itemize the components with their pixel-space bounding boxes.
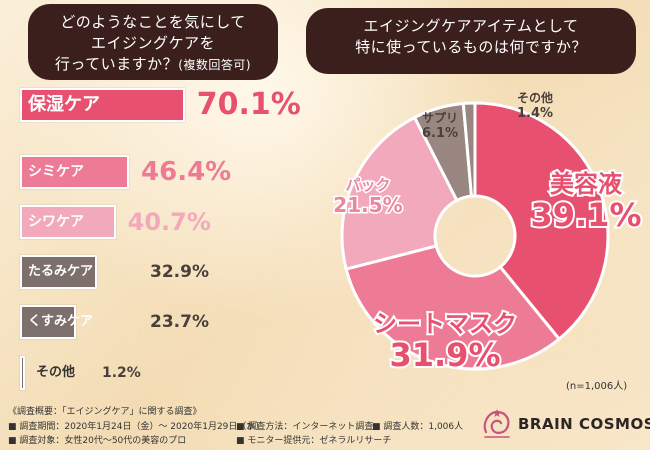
donut-value-label: 31.9% (389, 336, 500, 374)
question-1-line-2: エイジングケアを (90, 34, 215, 52)
footer-target: ■ 調査対象：女性20代～50代の美容のプロ (8, 436, 187, 446)
bar-category-label: その他 (36, 365, 76, 380)
donut-category-label: サプリ (422, 110, 458, 125)
sample-size-note: (n=1,006人) (566, 381, 628, 392)
footer-overview: 《調査概要：「エイジングケア」に関する調査》 (8, 407, 202, 417)
footer-count: ■ 調査人数：1,006人 (372, 422, 464, 432)
bar-value-label: 1.2% (102, 365, 141, 381)
donut-category-label: その他 (517, 90, 553, 105)
bar-mark (20, 356, 25, 390)
question-2-line-1: エイジングケアアイテムとして (363, 17, 579, 35)
donut-slice (344, 244, 562, 371)
brain-cosmos-emblem-icon (483, 409, 510, 438)
question-1-bubble: どのようなことを気にして エイジングケアを 行っていますか？(複数回答可) (28, 4, 278, 80)
bar-category-label: くすみケア (28, 314, 94, 329)
brand-logo-text: BRAIN COSMOS (518, 415, 650, 433)
bar-value-label: 32.9% (150, 262, 209, 282)
bar-mark (20, 88, 185, 122)
footer-method: ■ 調査方法：インターネット調査 (236, 422, 374, 432)
donut-value-label: 21.5% (333, 193, 402, 217)
donut-slice (340, 115, 459, 271)
question-1-line-3-main: 行っていますか？ (54, 55, 179, 73)
bar-value-label: 23.7% (150, 312, 209, 332)
donut-slice (461, 101, 477, 198)
donut-value-label: 1.4% (517, 106, 553, 121)
question-1-note: (複数回答可) (178, 58, 252, 72)
donut-category-label: パック (345, 176, 390, 194)
bar-value-label: 40.7% (127, 208, 211, 236)
question-2-bubble: エイジングケアアイテムとして 特に使っているものは何ですか？ (306, 8, 636, 74)
donut-value-label: 6.1% (422, 126, 458, 141)
bar-mark (20, 255, 98, 289)
bar-category-label: シワケア (28, 214, 84, 230)
question-1-line-1: どのようなことを気にして (60, 13, 246, 31)
bar-category-label: たるみケア (28, 264, 94, 279)
question-1-line-3: 行っていますか？(複数回答可) (28, 54, 278, 76)
donut-slice (473, 101, 610, 342)
bar-value-label: 46.4% (141, 157, 232, 187)
bar-value-label: 70.1% (196, 87, 301, 122)
footer-period: ■ 調査期間：2020年1月24日（金）～ 2020年1月29日（水） (8, 422, 265, 432)
question-2-line-2: 特に使っているものは何ですか？ (355, 38, 587, 56)
bar-mark (20, 155, 130, 189)
bar-category-label: 保湿ケア (28, 94, 100, 115)
donut-value-label: 39.1% (530, 196, 641, 234)
bar-category-label: シミケア (28, 164, 84, 180)
bar-mark (20, 205, 116, 239)
footer-provider: ■ モニター提供元：ゼネラルリサーチ (236, 436, 392, 446)
donut-category-label: 美容液 (550, 170, 622, 198)
bar-mark (20, 305, 76, 339)
donut-category-label: シートマスク (373, 310, 517, 338)
